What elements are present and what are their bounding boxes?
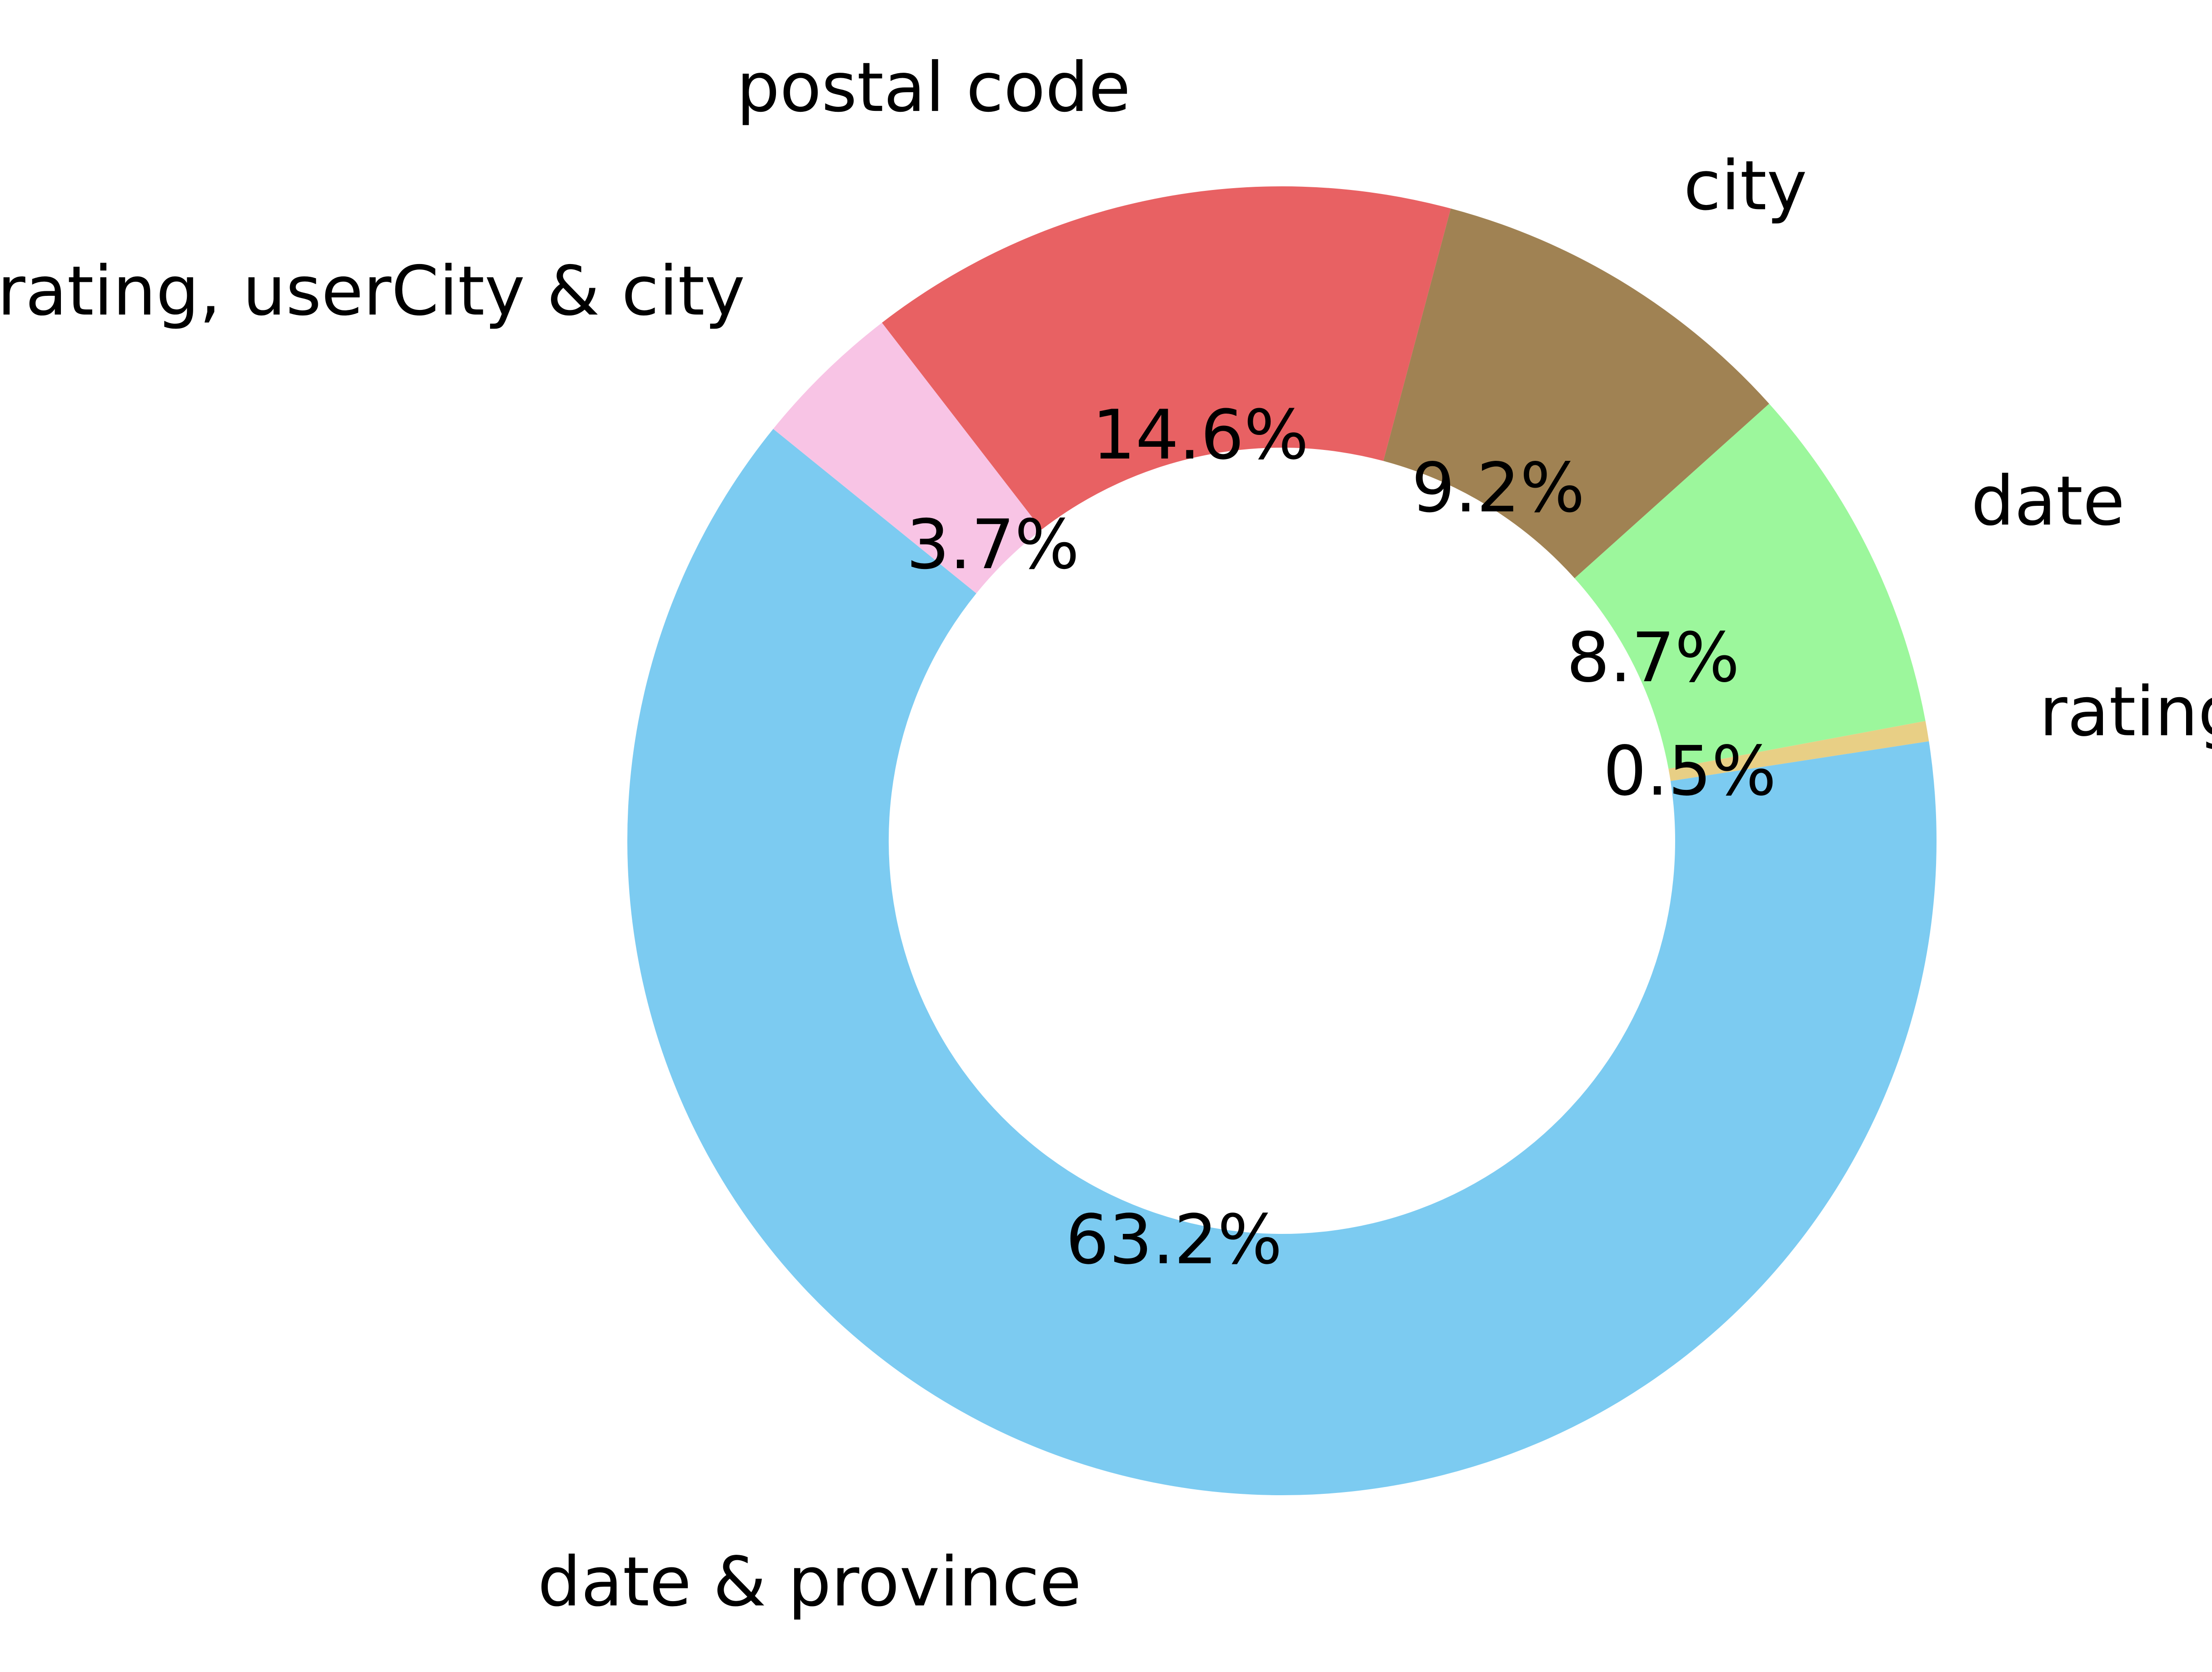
category-label-date-province: date & province xyxy=(538,1542,1081,1622)
slice-rating xyxy=(1668,721,1929,781)
percent-label-date-province: 63.2% xyxy=(1066,1200,1282,1279)
category-label-city: city xyxy=(1684,146,1807,225)
slice-city xyxy=(1383,208,1769,579)
slice-rating-usercity-city xyxy=(773,323,1042,594)
percent-label-rating-usercity-city: 3.7% xyxy=(906,505,1080,584)
category-label-date: date xyxy=(1971,462,2125,541)
category-labels-group: date & province rating date city postal code… xyxy=(0,48,2212,1622)
category-label-postal-code: postal code xyxy=(736,48,1131,127)
category-label-rating-usercity-city: rating, userCity & city xyxy=(0,252,745,331)
slice-date-province xyxy=(627,429,1937,1496)
slice-postal-code xyxy=(882,186,1451,530)
slice-date xyxy=(1574,404,1926,769)
percent-labels-group: 63.2% 0.5% 8.7% 9.2% 14.6%3.7% xyxy=(906,396,1777,1280)
category-label-rating: rating xyxy=(2039,673,2212,752)
percent-label-postal-code: 14.6% xyxy=(1092,396,1309,475)
percent-label-city: 9.2% xyxy=(1411,449,1585,528)
percent-label-rating: 0.5% xyxy=(1603,732,1777,811)
percent-label-date: 8.7% xyxy=(1566,619,1740,698)
slices-group xyxy=(627,186,1937,1496)
